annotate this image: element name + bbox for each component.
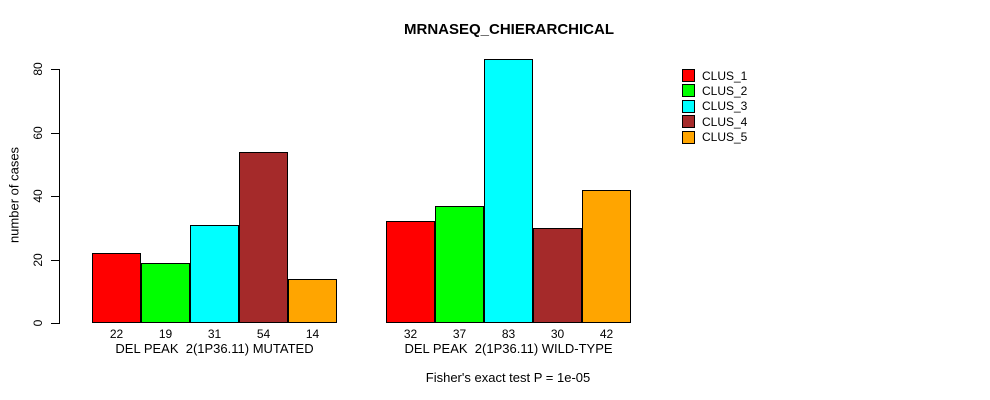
y-tick-label: 60: [31, 125, 45, 140]
y-tick-mark: [51, 196, 59, 197]
bar-value-label: 37: [452, 327, 467, 341]
bar-clus_5-group2: [582, 189, 631, 323]
y-tick-mark: [51, 259, 59, 261]
footer-annotation: Fisher's exact test P = 1e-05: [425, 370, 591, 385]
bar-value-label: 42: [599, 327, 614, 341]
bar-clus_3-group2: [484, 59, 533, 323]
bar-clus_2-group1: [141, 262, 190, 323]
bar-clus_1-group2: [386, 221, 435, 323]
chart-title: MRNASEQ_CHIERARCHICAL: [403, 21, 615, 38]
y-tick-label: 0: [31, 319, 45, 327]
bar-clus_1-group1: [92, 253, 141, 323]
y-tick-label: 20: [31, 252, 45, 267]
bar-value-label: 19: [158, 327, 173, 341]
bar-value-label: 14: [305, 327, 320, 341]
y-tick-label: 40: [31, 189, 45, 203]
bar-clus_2-group2: [435, 205, 484, 323]
bar-value-label: 54: [256, 327, 271, 341]
group-label: DEL PEAK 2(1P36.11) MUTATED: [115, 341, 314, 356]
bar-clus_3-group1: [190, 224, 239, 323]
bar-value-label: 31: [207, 327, 222, 341]
bar-value-label: 32: [403, 327, 418, 341]
y-tick-mark: [51, 323, 59, 324]
bar-value-label: 83: [501, 327, 516, 341]
y-tick-mark: [51, 132, 59, 134]
group-label: DEL PEAK 2(1P36.11) WILD-TYPE: [404, 341, 613, 356]
y-tick-mark: [51, 69, 59, 70]
bar-value-label: 22: [109, 327, 124, 341]
bar-value-label: 30: [550, 327, 565, 341]
y-tick-label: 80: [31, 62, 45, 76]
y-axis-line: [59, 69, 60, 324]
bar-clus_4-group1: [239, 151, 288, 323]
bar-clus_5-group1: [288, 278, 337, 323]
bar-clus_4-group2: [533, 227, 582, 323]
